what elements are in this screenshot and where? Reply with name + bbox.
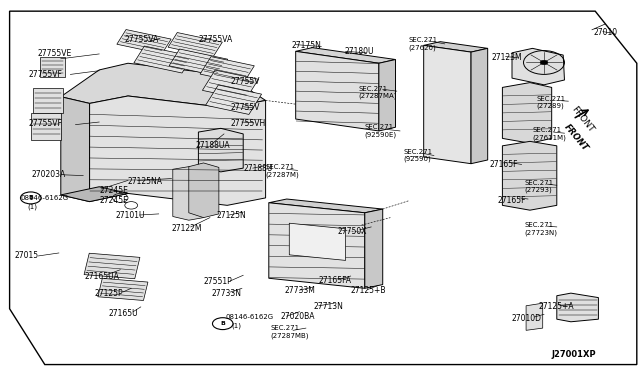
Polygon shape xyxy=(61,97,90,202)
Text: SEC.271
(27611M): SEC.271 (27611M) xyxy=(532,127,566,141)
Text: 27125+B: 27125+B xyxy=(351,286,386,295)
Text: 27245E: 27245E xyxy=(99,186,128,195)
Text: 27123M: 27123M xyxy=(492,53,522,62)
Text: 27188U: 27188U xyxy=(243,164,273,173)
Polygon shape xyxy=(198,128,243,172)
Text: SEC.271
(92590E): SEC.271 (92590E) xyxy=(365,124,397,138)
Polygon shape xyxy=(289,223,346,260)
Polygon shape xyxy=(296,51,379,131)
Text: 27755VE: 27755VE xyxy=(37,49,72,58)
Polygon shape xyxy=(365,209,383,288)
Text: 27125N: 27125N xyxy=(216,211,246,220)
Text: 27713N: 27713N xyxy=(314,302,344,311)
Text: 27755VF: 27755VF xyxy=(29,119,63,128)
Text: 27755VA: 27755VA xyxy=(125,35,159,44)
Polygon shape xyxy=(526,303,543,330)
Text: 27165F: 27165F xyxy=(490,160,518,169)
Polygon shape xyxy=(379,60,396,131)
Text: 27122M: 27122M xyxy=(172,224,202,233)
Text: 27101U: 27101U xyxy=(115,211,145,220)
Text: 27015: 27015 xyxy=(14,251,38,260)
Text: B: B xyxy=(28,195,33,201)
Text: 27010: 27010 xyxy=(594,28,618,37)
Bar xyxy=(200,57,254,83)
Text: 27755VF: 27755VF xyxy=(29,70,63,79)
Bar xyxy=(134,46,193,73)
Text: 27165FA: 27165FA xyxy=(319,276,352,285)
Polygon shape xyxy=(61,187,128,202)
Text: 27125+A: 27125+A xyxy=(539,302,575,311)
Text: 27125P: 27125P xyxy=(95,289,124,298)
Circle shape xyxy=(20,192,41,204)
Text: 08146-6162G: 08146-6162G xyxy=(20,195,68,201)
Bar xyxy=(31,113,61,140)
Text: (1): (1) xyxy=(27,203,37,210)
Text: 08146-6162G: 08146-6162G xyxy=(225,314,273,320)
Bar xyxy=(117,29,171,54)
Text: 27733M: 27733M xyxy=(285,286,316,295)
Text: B: B xyxy=(220,321,225,326)
Text: 27755VH: 27755VH xyxy=(230,119,266,128)
Text: 27245E: 27245E xyxy=(99,196,128,205)
Text: 27755V: 27755V xyxy=(230,77,260,86)
Bar xyxy=(84,253,140,279)
Polygon shape xyxy=(90,96,266,205)
Text: FRONT: FRONT xyxy=(562,122,590,153)
Text: 27125NA: 27125NA xyxy=(128,177,163,186)
Text: 27180U: 27180U xyxy=(344,47,374,56)
Bar xyxy=(205,85,262,115)
Bar xyxy=(40,57,65,77)
Polygon shape xyxy=(557,293,598,322)
Polygon shape xyxy=(502,83,552,143)
Text: SEC.271
(27287M): SEC.271 (27287M) xyxy=(266,164,300,178)
Polygon shape xyxy=(471,48,488,164)
Text: 27733N: 27733N xyxy=(211,289,241,298)
Text: SEC.271
(27293): SEC.271 (27293) xyxy=(525,180,554,193)
Text: 27020BA: 27020BA xyxy=(280,312,315,321)
Polygon shape xyxy=(189,163,219,218)
Text: FRONT: FRONT xyxy=(570,104,595,134)
Text: 27165UA: 27165UA xyxy=(84,272,119,280)
Text: SEC.271
(27620): SEC.271 (27620) xyxy=(408,37,438,51)
Text: SEC.271
(27287MA): SEC.271 (27287MA) xyxy=(358,86,397,99)
Text: SEC.271
(27289): SEC.271 (27289) xyxy=(536,96,566,109)
Polygon shape xyxy=(61,63,266,108)
Bar xyxy=(98,278,148,301)
Text: 27010D: 27010D xyxy=(512,314,542,323)
Bar xyxy=(202,70,259,100)
Polygon shape xyxy=(424,42,488,52)
Bar xyxy=(168,32,222,57)
Polygon shape xyxy=(269,199,383,213)
Polygon shape xyxy=(512,48,564,85)
Text: 27165U: 27165U xyxy=(109,309,138,318)
Text: (1): (1) xyxy=(232,322,242,329)
Text: 27755V: 27755V xyxy=(230,103,260,112)
Text: J27001XP: J27001XP xyxy=(552,350,596,359)
Text: 27175N: 27175N xyxy=(291,41,321,50)
Text: 270203A: 270203A xyxy=(32,170,67,179)
Text: 27755VA: 27755VA xyxy=(198,35,233,44)
Circle shape xyxy=(212,318,233,330)
Text: 27750X: 27750X xyxy=(338,227,367,236)
Bar xyxy=(33,89,63,112)
Polygon shape xyxy=(173,167,204,220)
Polygon shape xyxy=(296,48,396,63)
Polygon shape xyxy=(269,203,365,288)
Text: 27165F: 27165F xyxy=(498,196,527,205)
Polygon shape xyxy=(502,141,557,210)
Text: 27188UA: 27188UA xyxy=(195,141,230,150)
Text: 27551P: 27551P xyxy=(204,278,232,286)
Bar xyxy=(169,49,228,76)
Polygon shape xyxy=(424,45,471,164)
Text: SEC.271
(27287MB): SEC.271 (27287MB) xyxy=(270,325,308,339)
Text: SEC.271
(92590): SEC.271 (92590) xyxy=(403,149,433,162)
Circle shape xyxy=(540,60,548,65)
Text: SEC.271
(27723N): SEC.271 (27723N) xyxy=(525,222,558,235)
